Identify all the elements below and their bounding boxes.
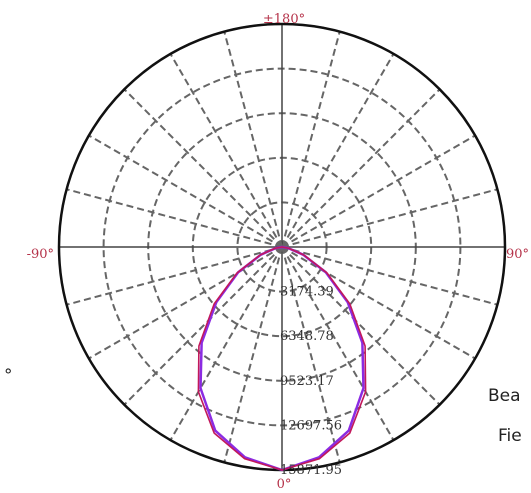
ring-label-2: 6348.78 (280, 329, 334, 344)
grid-spoke-15 (281, 246, 341, 463)
series-curve-2 (197, 246, 367, 471)
grid-spoke-210 (169, 53, 283, 248)
angle-label-bottom: 0° (277, 477, 292, 492)
ring-label-4: 12697.56 (280, 418, 342, 433)
grid-spoke-30 (281, 246, 395, 441)
grid-spoke-255 (66, 188, 283, 248)
grid-spoke-315 (123, 246, 283, 406)
grid-spoke-240 (88, 134, 283, 248)
angle-label-right: 90° (506, 247, 529, 262)
grid-spoke-225 (123, 88, 283, 248)
grid-spoke-195 (223, 31, 283, 248)
field-angle-label-fragment: Fie (498, 426, 522, 446)
grid-spoke-330 (169, 246, 283, 441)
ring-label-3: 9523.17 (280, 374, 334, 389)
grid-spoke-120 (281, 134, 476, 248)
left-degree-fragment: ° (4, 366, 13, 386)
angle-label-left: -90° (27, 247, 54, 262)
grid-spoke-300 (88, 246, 283, 360)
ring-label-1: 3174.39 (280, 285, 334, 300)
grid-spoke-345 (223, 246, 283, 463)
grid-spoke-60 (281, 246, 476, 360)
grid-spoke-105 (281, 188, 498, 248)
grid-spoke-285 (66, 246, 283, 306)
grid-spokes (59, 24, 505, 470)
grid-spoke-135 (281, 88, 441, 248)
grid-spoke-45 (281, 246, 441, 406)
grid-spoke-150 (281, 53, 395, 248)
ring-label-5: 15871.95 (280, 463, 342, 478)
series-layer (197, 245, 367, 472)
angle-label-top: ±180° (263, 12, 305, 27)
beam-angle-label-fragment: Bea (488, 386, 521, 406)
grid-spoke-165 (281, 31, 341, 248)
ring-labels: 3174.39 6348.78 9523.17 12697.56 15871.95 (280, 285, 342, 478)
grid-spoke-75 (281, 246, 498, 306)
